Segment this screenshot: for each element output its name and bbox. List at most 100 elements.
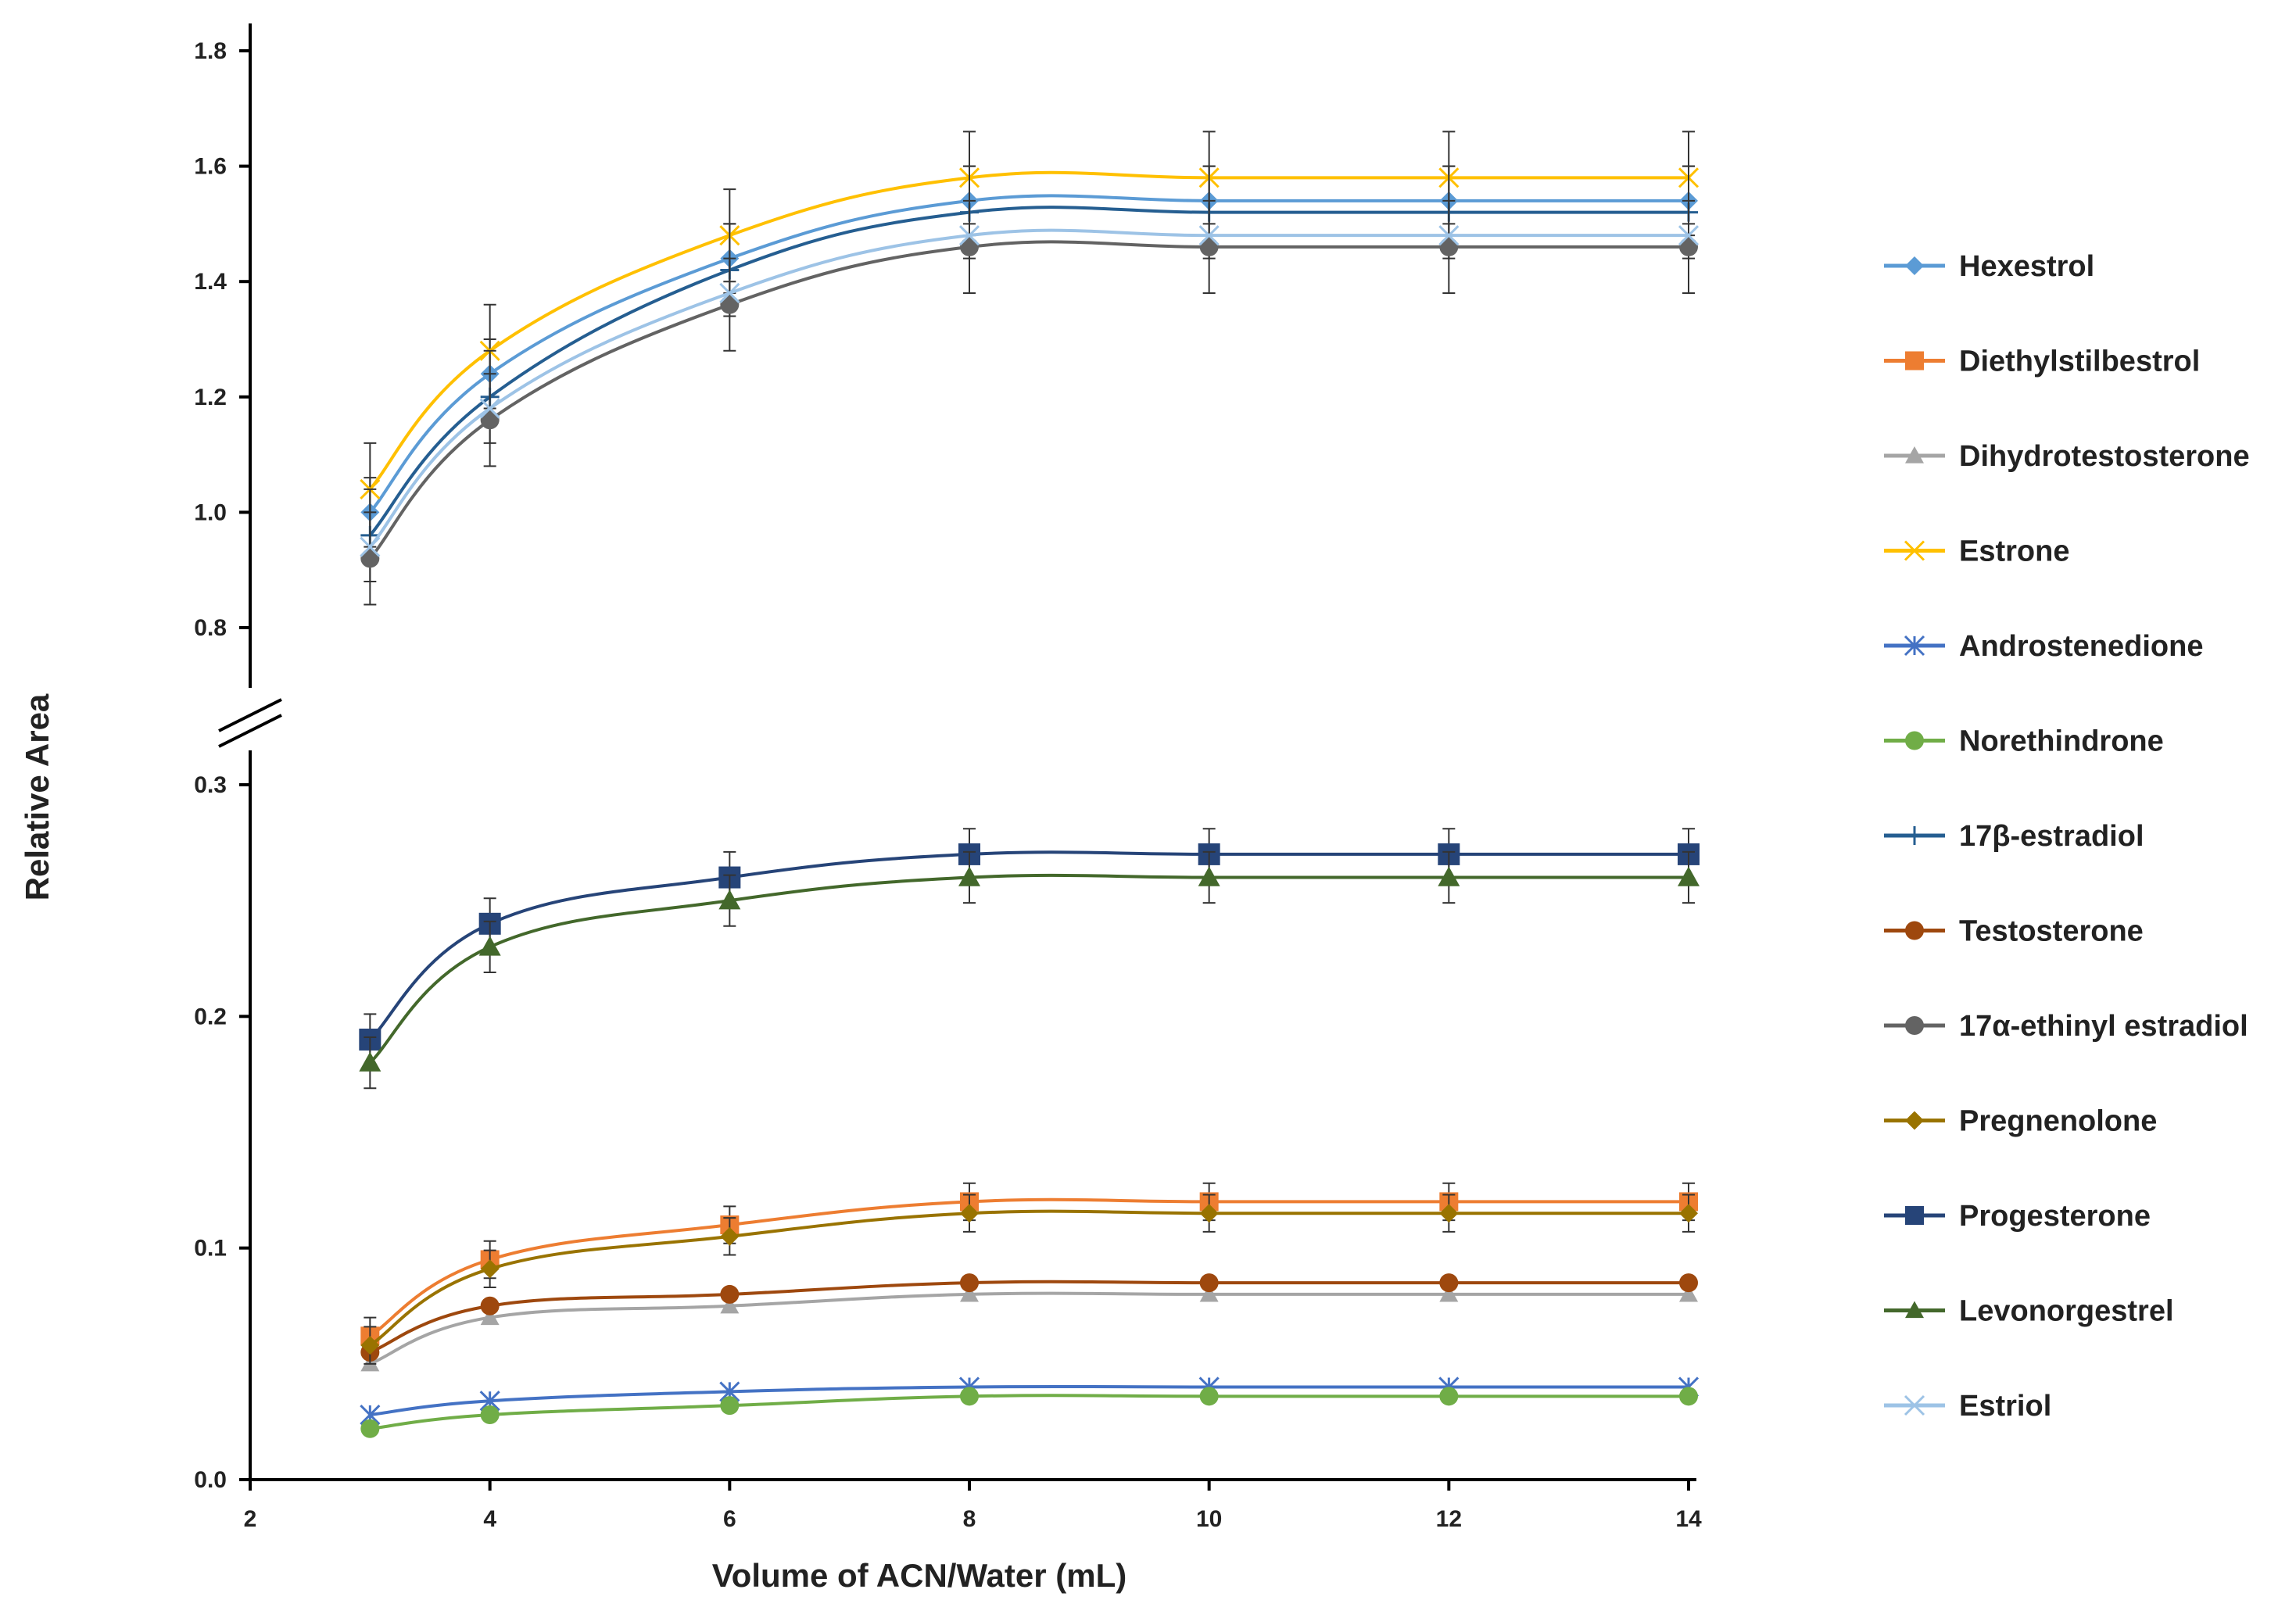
- legend-item: Androstenedione: [1884, 630, 2203, 663]
- series-estriol: [360, 225, 1700, 557]
- legend-label: Levonorgestrel: [1959, 1295, 2174, 1328]
- series-17-ethinyl-estradiol: [360, 199, 1698, 606]
- data-point: [1439, 1284, 1459, 1302]
- legend-item: Norethindrone: [1884, 725, 2164, 758]
- data-point: [1679, 1284, 1698, 1302]
- legend-item: 17α-ethinyl estradiol: [1884, 1010, 2248, 1043]
- legend-item: Pregnenolone: [1884, 1105, 2157, 1138]
- x-axis-title: Volume of ACN/Water (mL): [712, 1557, 1127, 1594]
- axes: 0.0 0.1 0.2 0.3 0.8 1.0 1.2 1.4 1.6 1.8 2 4 6 8 10 12 14: [194, 23, 1702, 1532]
- data-point: [1198, 866, 1220, 886]
- data-point: [960, 1204, 979, 1223]
- data-point: [1905, 351, 1924, 370]
- legend-label: Diethylstilbestrol: [1959, 345, 2200, 378]
- y-tick-label: 0.0: [194, 1467, 227, 1493]
- data-point: [1905, 1111, 1924, 1130]
- legend-item: Estriol: [1884, 1390, 2051, 1423]
- legend-label: Hexestrol: [1959, 250, 2094, 283]
- series-line: [368, 873, 1689, 1065]
- data-point: [1905, 1016, 1924, 1035]
- data-point: [1439, 1273, 1459, 1293]
- data-point: [1439, 237, 1459, 256]
- legend-item: Dihydrotestosterone: [1884, 440, 2250, 473]
- series-estrone: [360, 131, 1700, 536]
- legend-label: 17α-ethinyl estradiol: [1959, 1010, 2248, 1043]
- data-point: [480, 1308, 500, 1326]
- legend-item: Progesterone: [1884, 1200, 2151, 1233]
- data-point: [1905, 256, 1924, 275]
- series-dihydrotestosterone: [360, 1284, 1698, 1372]
- data-point: [1678, 866, 1700, 886]
- legend-item: Hexestrol: [1884, 250, 2094, 283]
- data-point: [480, 1296, 500, 1316]
- data-point: [1198, 225, 1220, 246]
- data-point: [1438, 225, 1460, 246]
- data-point: [1905, 1206, 1924, 1225]
- legend-label: Androstenedione: [1959, 630, 2203, 663]
- legend-label: Norethindrone: [1959, 725, 2164, 758]
- legend-item: 17β-estradiol: [1884, 820, 2144, 853]
- y-tick-label: 1.2: [194, 385, 227, 410]
- data-point: [720, 1226, 740, 1246]
- data-point: [958, 225, 980, 246]
- data-point: [960, 237, 979, 256]
- data-point: [720, 1296, 740, 1314]
- series-levonorgestrel: [359, 850, 1700, 1090]
- y-tick-label: 0.1: [194, 1236, 227, 1262]
- data-point: [1439, 1387, 1459, 1406]
- legend-label: Dihydrotestosterone: [1959, 440, 2250, 473]
- data-point: [360, 1419, 380, 1438]
- data-point: [1679, 237, 1698, 256]
- series-norethindrone: [360, 1387, 1698, 1438]
- y-tick-label: 1.0: [194, 499, 227, 525]
- x-tick-label: 12: [1436, 1506, 1462, 1532]
- data-point: [1678, 225, 1700, 246]
- y-tick-label: 0.3: [194, 772, 227, 798]
- y-axis-title: Relative Area: [19, 693, 56, 900]
- legend-label: Pregnenolone: [1959, 1105, 2157, 1138]
- axis-break-mark: [218, 698, 282, 732]
- data-point: [1905, 826, 1924, 845]
- legend-label: 17β-estradiol: [1959, 820, 2144, 853]
- series-line: [368, 170, 1689, 491]
- legend: Hexestrol Diethylstilbestrol Dihydrotestos…: [1884, 250, 2250, 1423]
- series-pregnenolone: [360, 1194, 1698, 1365]
- legend-label: Testosterone: [1959, 915, 2144, 948]
- legend-item: Levonorgestrel: [1884, 1295, 2174, 1328]
- data-point: [1439, 1204, 1459, 1223]
- y-tick-label: 0.8: [194, 615, 227, 641]
- series-line: [368, 240, 1689, 560]
- series-progesterone: [359, 828, 1700, 1066]
- y-tick-label: 1.6: [194, 154, 227, 180]
- data-point: [1904, 635, 1925, 657]
- data-point: [720, 1396, 740, 1416]
- data-point: [958, 866, 980, 886]
- series-line: [370, 1394, 1689, 1430]
- data-point: [360, 1336, 380, 1355]
- data-point: [1438, 866, 1460, 886]
- data-point: [719, 282, 740, 304]
- data-point: [1905, 731, 1924, 750]
- legend-label: Estrone: [1959, 535, 2069, 568]
- data-point: [1905, 446, 1924, 464]
- data-point: [1679, 1204, 1698, 1223]
- legend-item: Estrone: [1884, 535, 2069, 568]
- y-tick-label: 1.8: [194, 38, 227, 64]
- data-point: [718, 890, 741, 910]
- series-line: [368, 850, 1689, 1041]
- data-point: [1904, 540, 1925, 561]
- data-point: [1904, 1394, 1925, 1416]
- x-tick-label: 4: [483, 1506, 496, 1532]
- data-point: [480, 1405, 500, 1425]
- x-tick-label: 6: [723, 1506, 736, 1532]
- data-point: [359, 1051, 381, 1072]
- series-androstenedione: [360, 1376, 1700, 1426]
- legend-label: Progesterone: [1959, 1200, 2151, 1233]
- series-testosterone: [360, 1273, 1698, 1362]
- legend-item: Testosterone: [1884, 915, 2144, 948]
- series-hexestrol: [360, 165, 1698, 548]
- data-point: [1199, 1204, 1219, 1223]
- legend-label: Estriol: [1959, 1390, 2051, 1423]
- x-tick-label: 2: [244, 1506, 257, 1532]
